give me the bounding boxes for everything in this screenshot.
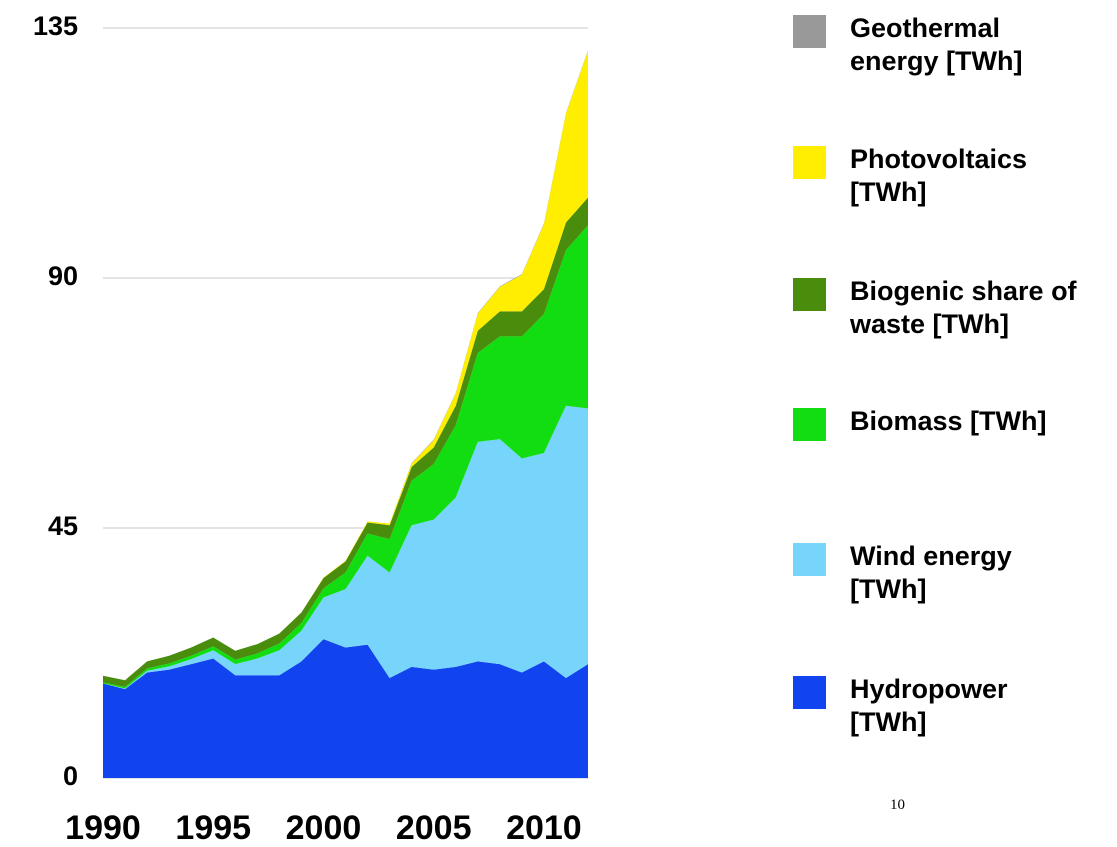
y-tick-label: 90 [48,261,78,291]
legend-label: Biomass [TWh] [850,406,1047,436]
legend-item: Biogenic share of waste [TWh] [793,275,1080,341]
area [103,405,588,690]
chart: 0 45 90 135 1990 1995 2000 2005 2010 [33,11,588,847]
legend-label: Photovoltaics [TWh] [850,144,1028,207]
y-tick-label: 45 [48,511,78,541]
y-tick-label: 0 [63,761,78,791]
page-number: 10 [890,797,905,813]
legend-label: Hydropower [TWh] [850,674,1008,737]
legend-swatch [793,15,826,48]
legend-swatch [793,408,826,441]
legend-item: Photovoltaics [TWh] [793,143,1050,209]
legend-swatch [793,676,826,709]
legend-item: Hydropower [TWh] [793,673,1050,739]
area [103,639,588,778]
legend-swatch [793,146,826,179]
legend-item: Geothermal energy [TWh] [793,12,1080,78]
legend-item: Wind energy [TWh] [793,540,1050,606]
legend-label: Wind energy [TWh] [850,541,1012,604]
legend-item: Biomass [TWh] [793,405,1050,441]
legend-label: Biogenic share of waste [TWh] [850,276,1077,339]
x-tick-label: 1990 [65,809,141,847]
y-tick-label: 135 [33,11,78,41]
legend-label: Geothermal energy [TWh] [850,13,1023,76]
x-tick-label: 2010 [506,809,582,847]
x-tick-label: 2000 [286,809,362,847]
legend-swatch [793,278,826,311]
x-tick-label: 1995 [175,809,251,847]
legend-swatch [793,543,826,576]
x-tick-label: 2005 [396,809,472,847]
